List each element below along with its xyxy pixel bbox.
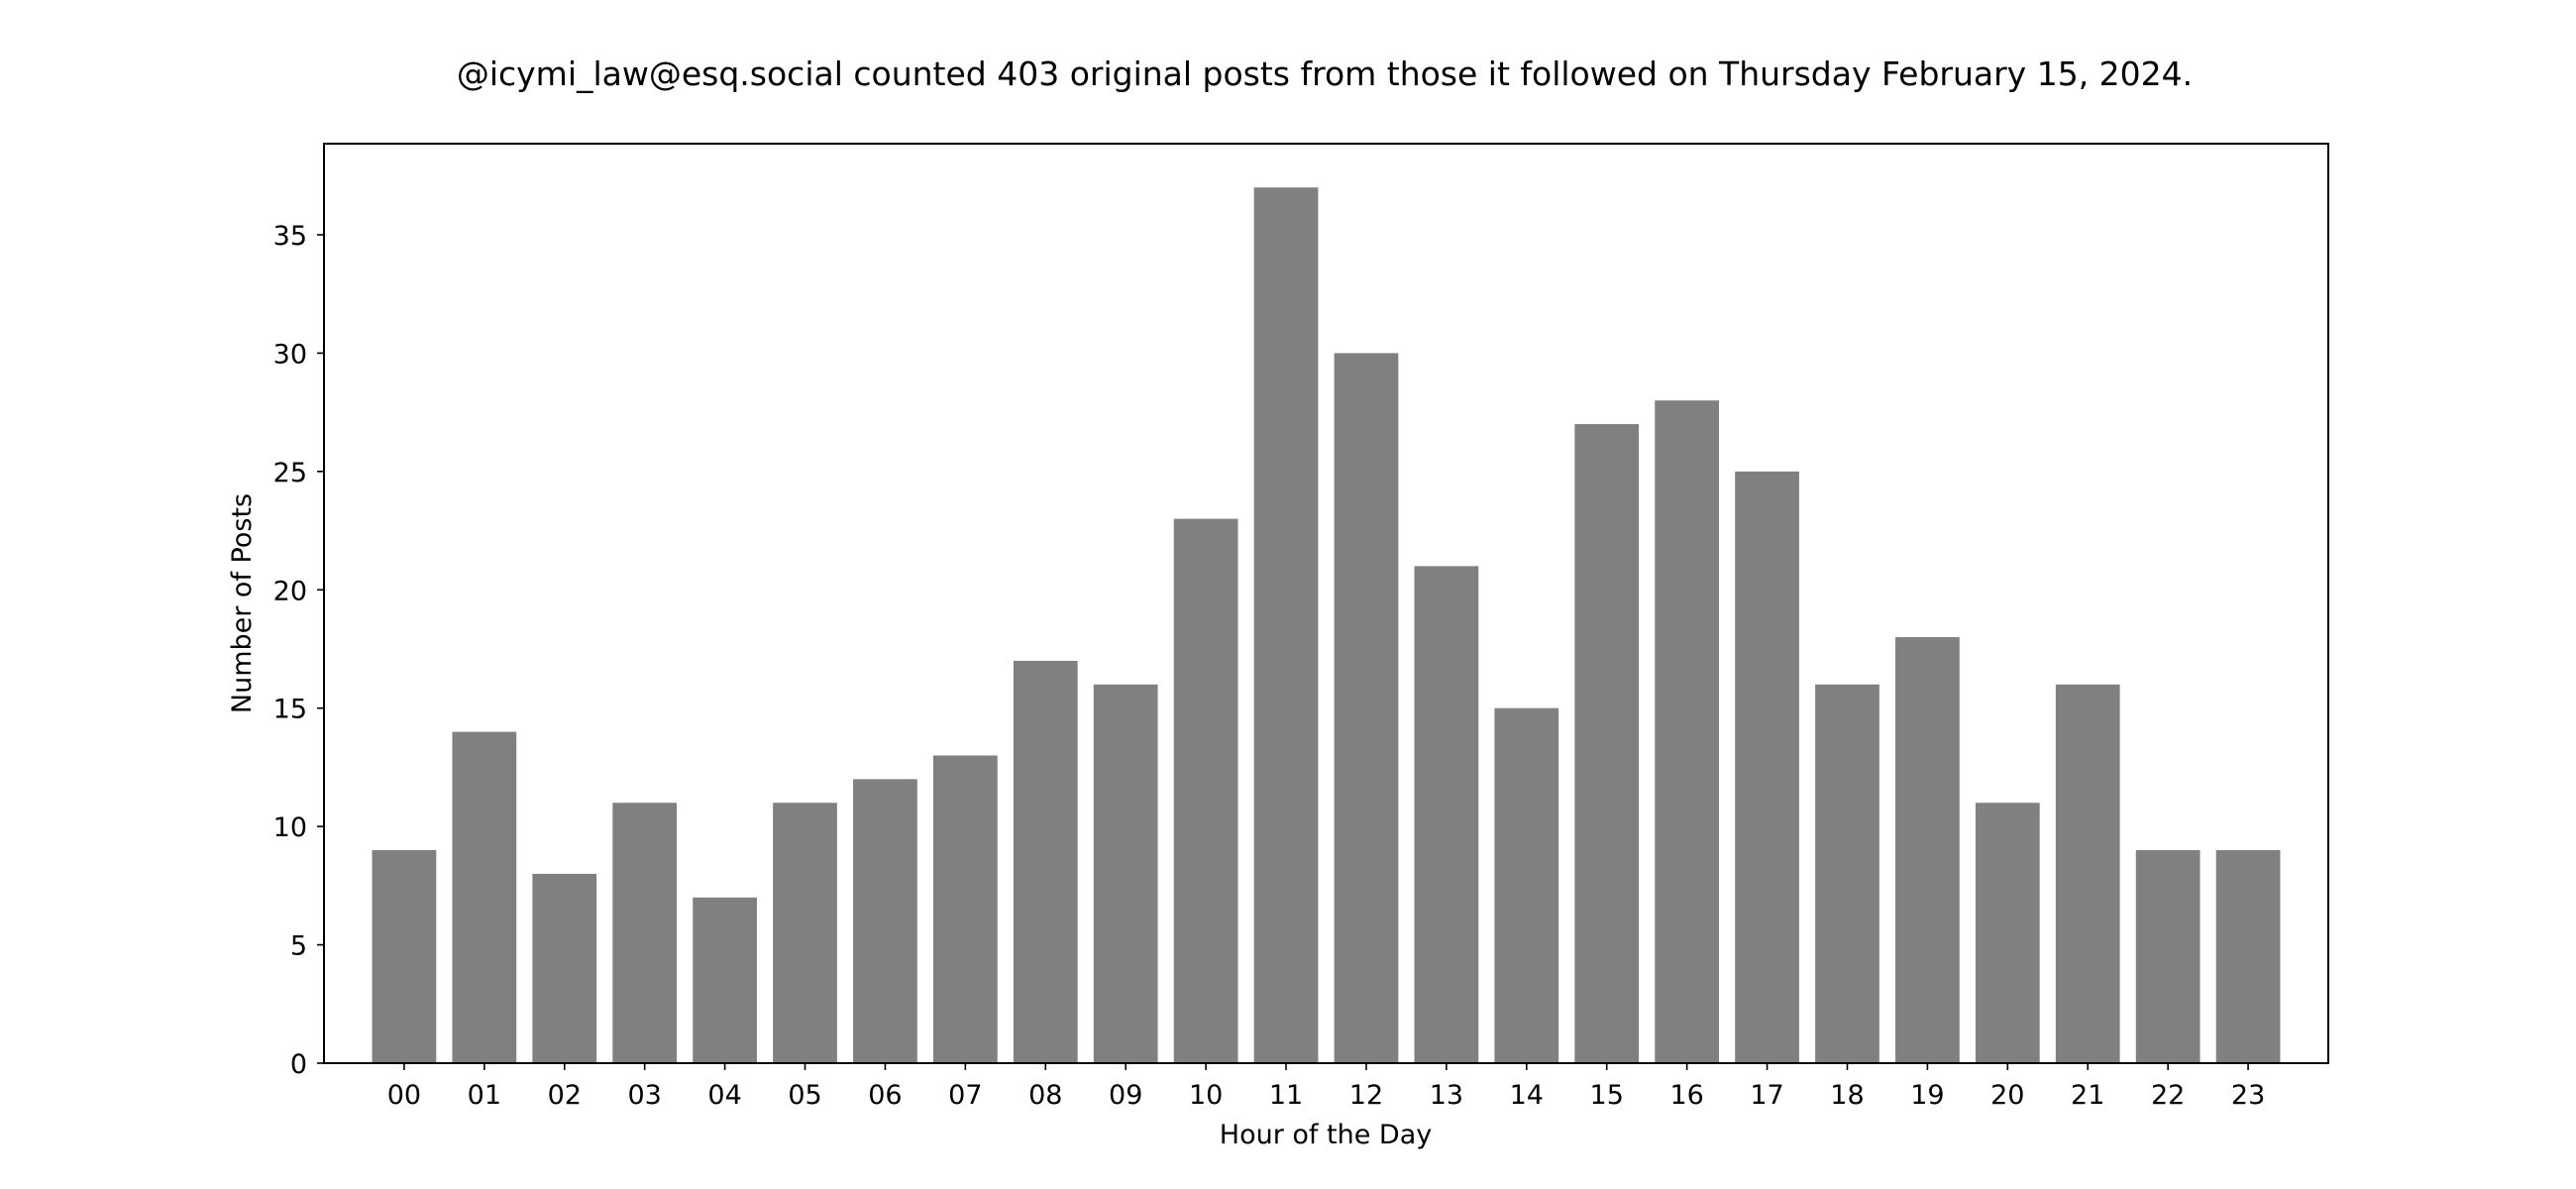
x-tick-label-15: 15 xyxy=(1590,1080,1624,1111)
bar-18 xyxy=(1815,684,1879,1063)
y-axis-label: Number of Posts xyxy=(227,493,258,713)
bar-20 xyxy=(1975,803,2040,1063)
x-tick-label-05: 05 xyxy=(788,1080,821,1111)
y-tick-label-20: 20 xyxy=(273,576,307,606)
bar-10 xyxy=(1173,518,1238,1063)
bar-08 xyxy=(1013,660,1078,1063)
x-axis: 00 01 02 03 04 05 06 07 08 09 10 11 12 13 14 15 16 17 18 19… xyxy=(387,1063,2265,1111)
x-tick-label-17: 17 xyxy=(1750,1080,1783,1111)
y-tick-label-10: 10 xyxy=(273,812,307,843)
y-tick-label-0: 0 xyxy=(290,1049,307,1080)
x-tick-label-06: 06 xyxy=(868,1080,902,1111)
x-tick-label-08: 08 xyxy=(1028,1080,1062,1111)
x-axis-label: Hour of the Day xyxy=(1220,1120,1432,1150)
x-tick-label-23: 23 xyxy=(2231,1080,2265,1111)
bar-15 xyxy=(1574,424,1640,1063)
chart-title: @icymi_law@esq.social counted 403 origin… xyxy=(457,54,2193,93)
bars-group xyxy=(372,187,2281,1064)
y-tick-label-15: 15 xyxy=(273,695,307,725)
bar-11 xyxy=(1253,187,1319,1063)
bar-19 xyxy=(1895,637,1960,1063)
x-tick-label-04: 04 xyxy=(707,1080,741,1111)
bar-17 xyxy=(1735,471,1799,1063)
x-tick-label-22: 22 xyxy=(2151,1080,2185,1111)
plot-frame xyxy=(323,143,2329,1064)
x-tick-label-13: 13 xyxy=(1430,1080,1463,1111)
bar-06 xyxy=(853,779,917,1063)
bar-03 xyxy=(612,803,678,1063)
y-tick-label-25: 25 xyxy=(273,458,307,488)
x-tick-label-07: 07 xyxy=(948,1080,982,1111)
x-tick-label-16: 16 xyxy=(1669,1080,1703,1111)
bar-01 xyxy=(452,731,517,1063)
y-axis: 0 5 10 15 20 25 30 35 xyxy=(273,221,324,1080)
x-tick-label-01: 01 xyxy=(468,1080,501,1111)
bar-23 xyxy=(2215,850,2281,1063)
bar-04 xyxy=(693,897,757,1063)
x-tick-label-10: 10 xyxy=(1189,1080,1223,1111)
bar-12 xyxy=(1334,353,1399,1063)
y-tick-label-5: 5 xyxy=(290,931,307,962)
x-tick-label-18: 18 xyxy=(1830,1080,1864,1111)
bar-22 xyxy=(2135,850,2200,1063)
bar-00 xyxy=(372,850,437,1063)
bar-16 xyxy=(1655,400,1720,1064)
x-tick-label-19: 19 xyxy=(1910,1080,1944,1111)
bar-09 xyxy=(1093,684,1158,1063)
x-tick-label-11: 11 xyxy=(1269,1080,1303,1111)
bar-02 xyxy=(532,873,597,1063)
bar-07 xyxy=(932,755,998,1063)
x-tick-label-12: 12 xyxy=(1349,1080,1383,1111)
bar-13 xyxy=(1414,566,1479,1063)
bar-21 xyxy=(2055,684,2120,1063)
bar-05 xyxy=(773,803,837,1063)
x-tick-label-09: 09 xyxy=(1109,1080,1142,1111)
x-tick-label-02: 02 xyxy=(548,1080,582,1111)
x-tick-label-14: 14 xyxy=(1510,1080,1544,1111)
y-tick-label-30: 30 xyxy=(273,339,307,370)
x-tick-label-00: 00 xyxy=(387,1080,421,1111)
x-tick-label-20: 20 xyxy=(1990,1080,2024,1111)
bar-14 xyxy=(1494,707,1559,1063)
x-tick-label-21: 21 xyxy=(2071,1080,2104,1111)
y-tick-label-35: 35 xyxy=(273,221,307,252)
x-tick-label-03: 03 xyxy=(628,1080,662,1111)
